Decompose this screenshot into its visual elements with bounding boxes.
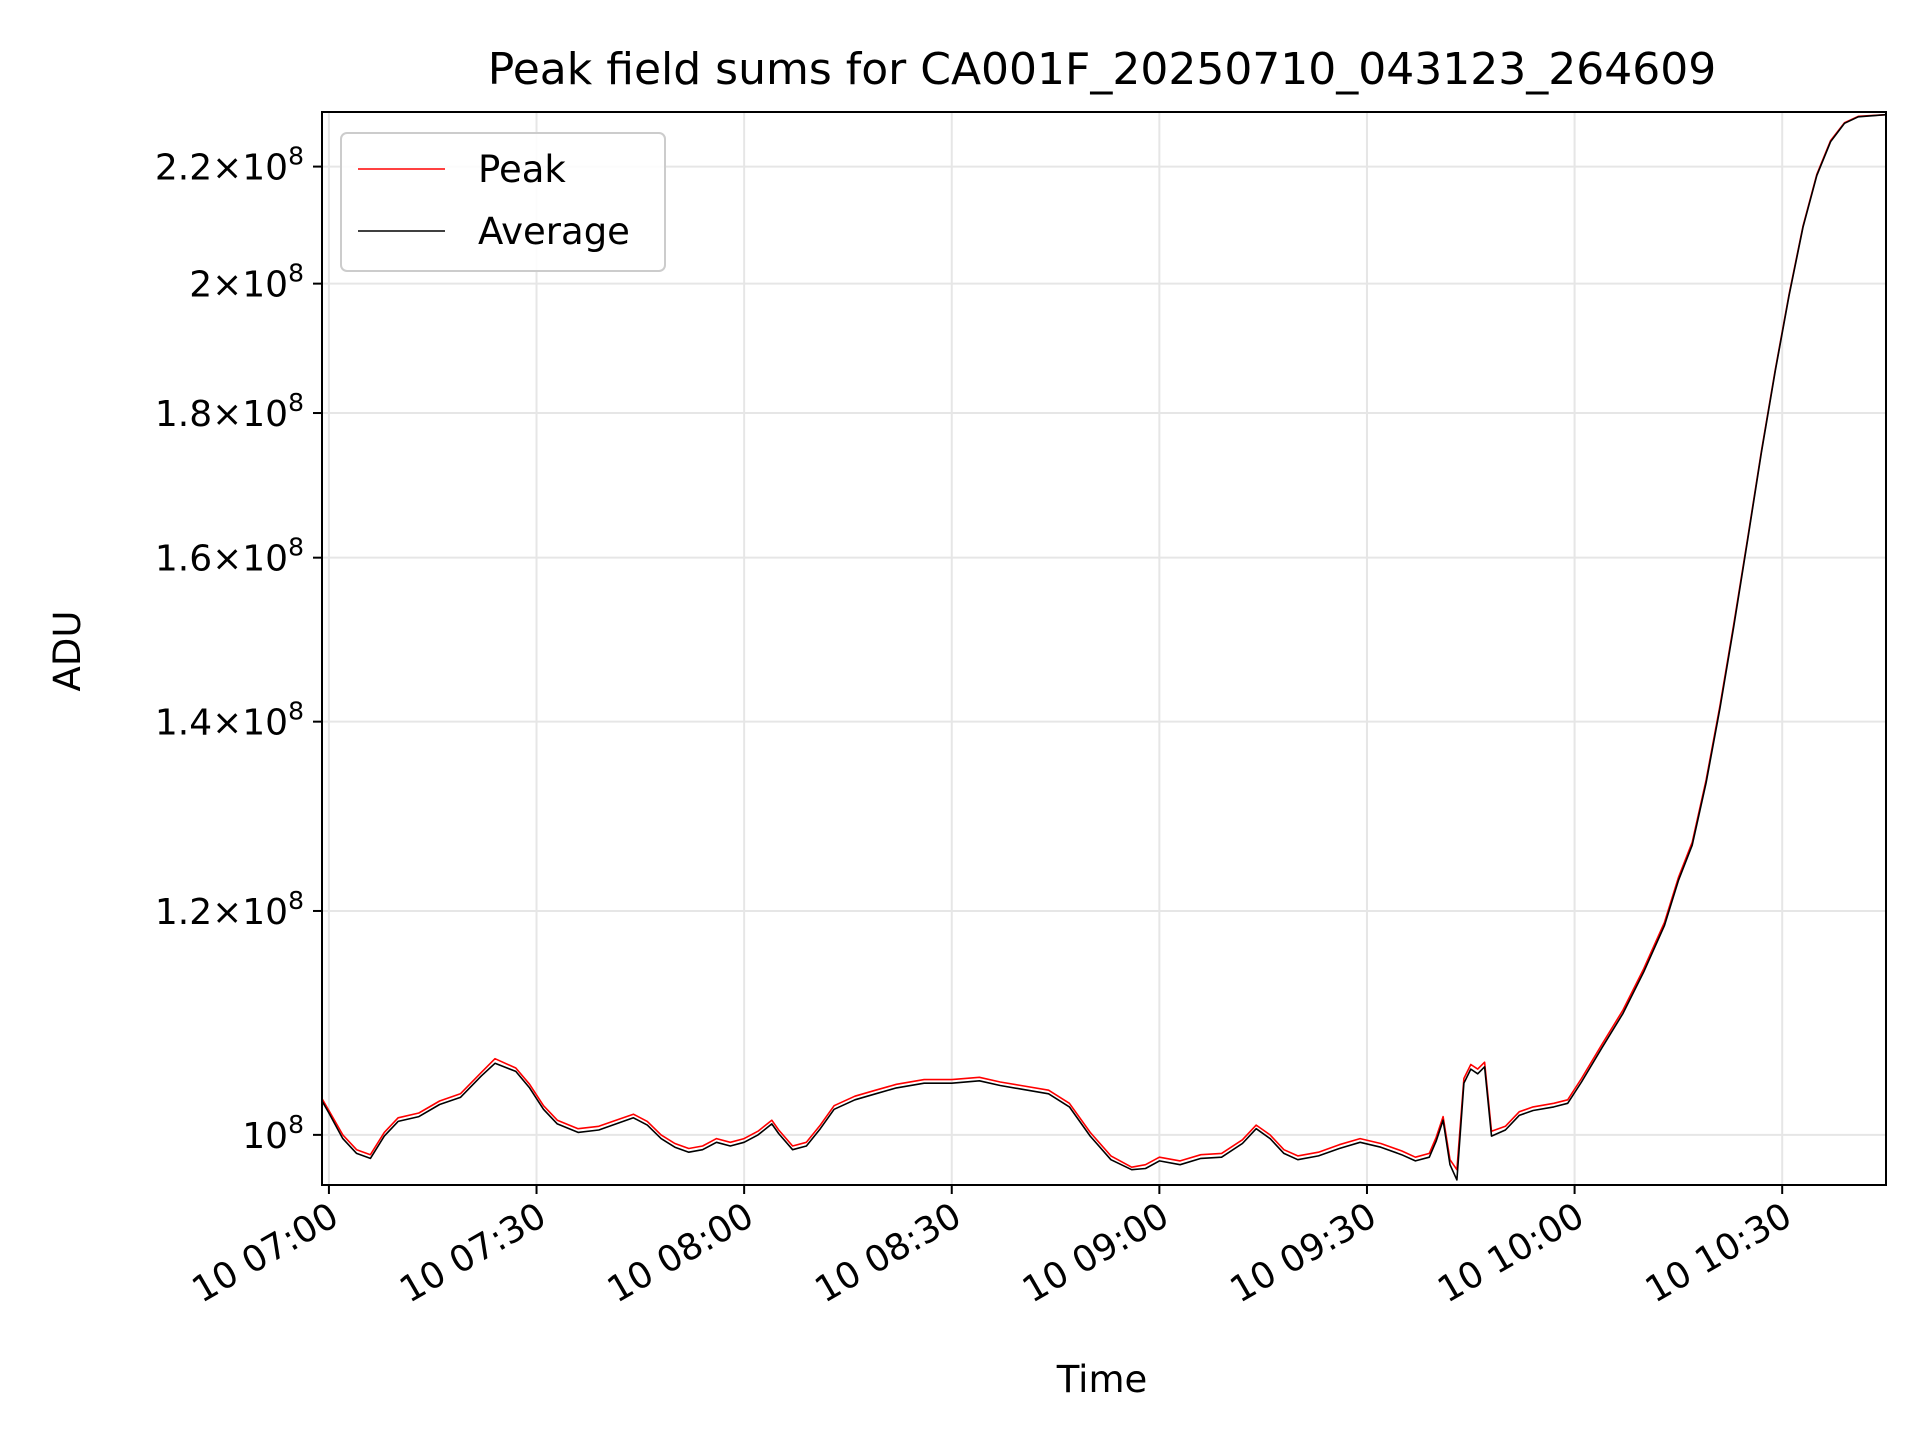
y-tick-label: 2.2×108 [155, 142, 304, 189]
series-layer [321, 113, 1887, 1181]
y-tick-label: 1.4×108 [155, 697, 304, 744]
series-line-peak [321, 113, 1887, 1171]
chart-title: Peak field sums for CA001F_20250710_0431… [488, 44, 1716, 95]
legend: Peak Average [340, 132, 666, 272]
legend-average-label: Average [478, 210, 630, 253]
y-axis: 1081.2×1081.4×1081.6×1081.8×1082×1082.2×… [155, 142, 322, 1157]
y-tick-exponent: 8 [288, 533, 304, 562]
x-axis-label: Time [1056, 1358, 1148, 1401]
y-tick-label: 1.8×108 [155, 388, 304, 435]
y-axis-label: ADU [46, 611, 89, 692]
y-tick-exponent: 8 [288, 259, 304, 288]
grid [322, 112, 1886, 1185]
y-tick-label: 1.6×108 [155, 533, 304, 580]
y-tick-exponent: 8 [288, 697, 304, 726]
y-tick-exponent: 8 [288, 142, 304, 171]
y-tick-exponent: 8 [288, 388, 304, 417]
legend-peak-label: Peak [478, 148, 566, 191]
y-tick-exponent: 8 [288, 1110, 304, 1139]
legend-box [340, 132, 666, 272]
y-tick-label: 2×108 [189, 259, 304, 306]
plot-frame [321, 111, 1887, 1186]
series-line-average [321, 113, 1887, 1181]
y-tick-label: 1.2×108 [155, 886, 304, 933]
y-tick-exponent: 8 [288, 886, 304, 915]
